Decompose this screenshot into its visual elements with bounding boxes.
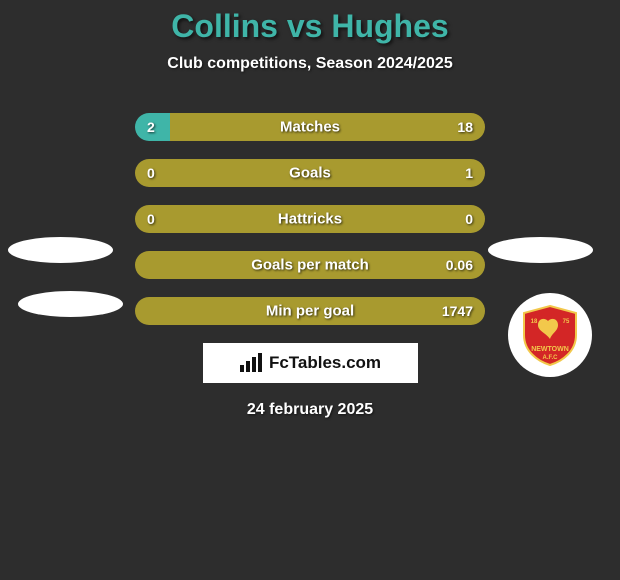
stat-label: Goals xyxy=(289,165,331,182)
stat-row: Hattricks 0 0 xyxy=(135,205,485,233)
svg-text:A.F.C: A.F.C xyxy=(543,355,559,361)
stat-row: Matches 2 18 xyxy=(135,113,485,141)
infographic-container: Collins vs Hughes Club competitions, Sea… xyxy=(0,0,620,419)
stat-label: Min per goal xyxy=(266,303,354,320)
placeholder-ellipse-left-2 xyxy=(18,291,123,317)
stat-row: Goals 0 1 xyxy=(135,159,485,187)
stat-row: Goals per match 0.06 xyxy=(135,251,485,279)
stats-area: NEWTOWN A.F.C 18 75 Matches218Goals01Hat… xyxy=(0,113,620,325)
stat-value-left: 0 xyxy=(147,211,155,227)
stat-rows: Matches 2 18 Goals 0 1 Hattricks 0 0 Goals per ma… xyxy=(135,113,485,325)
stat-value-right: 0 xyxy=(465,211,473,227)
team-badge-right: NEWTOWN A.F.C 18 75 xyxy=(508,293,592,377)
subtitle: Club competitions, Season 2024/2025 xyxy=(0,55,620,73)
svg-text:18: 18 xyxy=(531,319,538,325)
brand-text: FcTables.com xyxy=(269,353,381,373)
stat-value-right: 0.06 xyxy=(446,257,473,273)
svg-text:NEWTOWN: NEWTOWN xyxy=(531,346,569,353)
stat-label: Matches xyxy=(280,119,340,136)
stat-value-left: 0 xyxy=(147,165,155,181)
svg-text:75: 75 xyxy=(563,319,570,325)
stat-label: Goals per match xyxy=(251,257,369,274)
footer-date: 24 february 2025 xyxy=(0,401,620,419)
stat-row: Min per goal 1747 xyxy=(135,297,485,325)
brand-box: FcTables.com xyxy=(203,343,418,383)
stat-value-left: 2 xyxy=(147,119,155,135)
bars-icon xyxy=(239,353,263,373)
stat-value-right: 18 xyxy=(457,119,473,135)
stat-label: Hattricks xyxy=(278,211,342,228)
crest-icon: NEWTOWN A.F.C 18 75 xyxy=(518,303,582,367)
page-title: Collins vs Hughes xyxy=(0,8,620,45)
stat-value-right: 1747 xyxy=(442,303,473,319)
stat-value-right: 1 xyxy=(465,165,473,181)
placeholder-ellipse-left-1 xyxy=(8,237,113,263)
placeholder-ellipse-right-1 xyxy=(488,237,593,263)
